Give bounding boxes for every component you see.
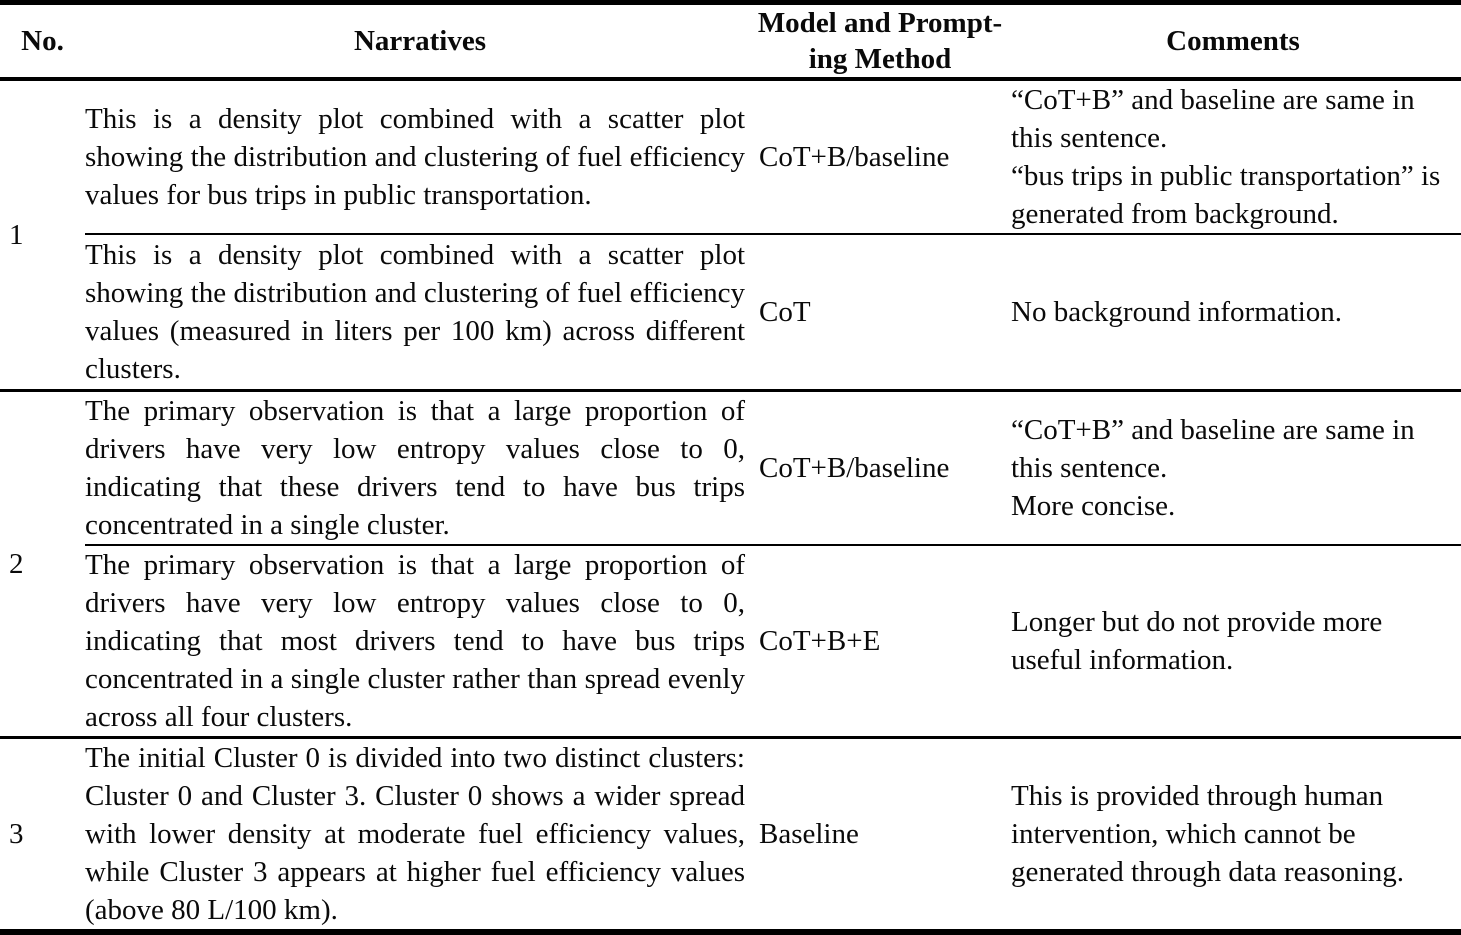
comments-cell: This is provided through human intervent… xyxy=(1005,735,1461,932)
comment-line: “bus trips in public transportation” is … xyxy=(1011,160,1441,230)
table-row: 1 This is a density plot combined with a… xyxy=(0,79,1461,251)
comment-line: More concise. xyxy=(1011,489,1176,522)
narrative-cell: This is a density plot combined with a s… xyxy=(85,233,755,390)
narrative-cell: This is a density plot combined with a s… xyxy=(85,103,745,211)
column-header-narratives: Narratives xyxy=(85,2,755,81)
table-row: This is a density plot combined with a s… xyxy=(0,233,1461,390)
comment-line: Longer but do not provide more useful in… xyxy=(1011,605,1383,676)
comment-line: “CoT+B” and baseline are same in this se… xyxy=(1011,413,1415,484)
row-number-3: 3 xyxy=(0,735,85,932)
table-header-row: No. Narratives Model and Prompt- ing Met… xyxy=(0,2,1461,81)
row-number-2: 2 xyxy=(0,388,85,737)
table-row: 3 The initial Cluster 0 is divided into … xyxy=(0,735,1461,932)
comments-cell: “CoT+B” and baseline are same in this se… xyxy=(1005,79,1461,234)
model-cell: Baseline xyxy=(755,735,1005,932)
comment-line: This is provided through human intervent… xyxy=(1011,779,1404,888)
narrative-cell: The primary observation is that a large … xyxy=(85,388,755,545)
comment-line: No background information. xyxy=(1011,295,1343,328)
column-header-model: Model and Prompt- ing Method xyxy=(755,2,1005,81)
narrative-cell: The initial Cluster 0 is divided into tw… xyxy=(85,735,755,932)
comments-cell: Longer but do not provide more useful in… xyxy=(1005,543,1461,737)
model-cell: CoT+B/baseline xyxy=(759,141,950,173)
comment-line: “CoT+B” and baseline are same in this se… xyxy=(1011,84,1415,154)
model-cell: CoT+B+E xyxy=(755,543,1005,737)
row-number-1: 1 xyxy=(9,218,24,251)
comments-cell: No background information. xyxy=(1005,233,1461,390)
narrative-cell: The primary observation is that a large … xyxy=(85,543,755,737)
comments-cell: “CoT+B” and baseline are same in this se… xyxy=(1005,388,1461,545)
table-row: The primary observation is that a large … xyxy=(0,543,1461,737)
model-cell: CoT+B/baseline xyxy=(755,388,1005,545)
column-header-no: No. xyxy=(0,2,85,81)
model-cell: CoT xyxy=(755,233,1005,390)
column-header-comments: Comments xyxy=(1005,2,1461,81)
table-row: 2 The primary observation is that a larg… xyxy=(0,388,1461,737)
